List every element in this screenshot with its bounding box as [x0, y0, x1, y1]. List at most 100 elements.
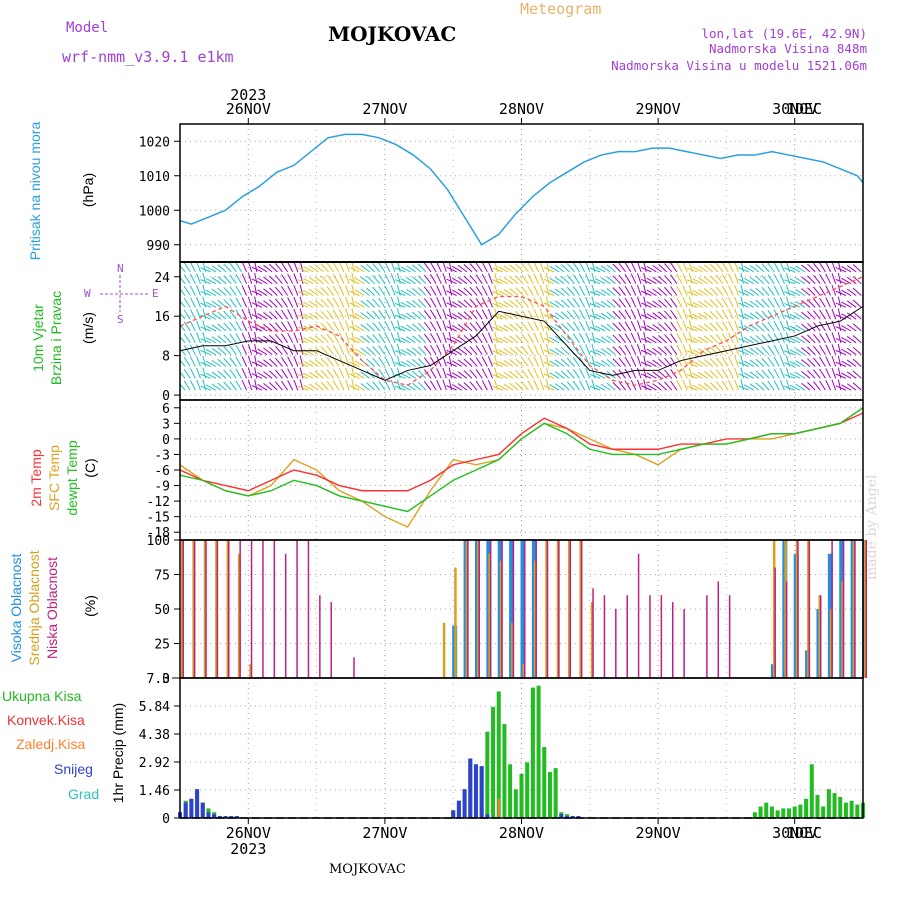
wind-barb	[767, 333, 775, 344]
wind-barb	[521, 345, 529, 355]
wind-barb	[819, 297, 826, 308]
cloud-low-bar	[728, 595, 731, 678]
wind-barb	[686, 303, 698, 308]
wind-barb	[549, 336, 560, 344]
wind-barb	[351, 308, 355, 320]
wind-barb	[417, 358, 427, 367]
wind-barb	[345, 284, 350, 296]
wind-barb	[709, 299, 719, 308]
wind-barb	[636, 332, 642, 343]
wind-barb	[263, 335, 273, 344]
wind-barb	[841, 360, 852, 367]
precip-total-bar	[815, 794, 820, 818]
y-tick-label: 24	[154, 271, 170, 286]
wind-barb	[560, 264, 570, 273]
wind-barb	[755, 358, 765, 367]
wind-barb	[211, 348, 222, 356]
wind-barb	[183, 357, 191, 367]
cloud-low-bar	[649, 595, 651, 678]
wind-barb	[351, 355, 355, 367]
wind-barb	[606, 311, 616, 320]
wind-barb	[217, 299, 227, 308]
wind-barb	[624, 380, 632, 391]
wind-barb	[738, 302, 749, 308]
wind-barb	[400, 372, 411, 379]
wind-barb	[658, 335, 667, 344]
wind-barb	[698, 336, 708, 344]
wind-barb	[446, 302, 457, 308]
wind-barb	[354, 265, 365, 273]
wind-barb	[287, 380, 294, 391]
wind-barb	[852, 299, 862, 308]
wind-barb	[543, 337, 555, 344]
wind-barb	[682, 273, 688, 284]
wind-barb	[345, 379, 350, 391]
wind-barb	[384, 285, 391, 296]
wind-barb	[630, 309, 637, 320]
wind-barb	[630, 285, 637, 296]
wind-barb	[223, 381, 232, 391]
wind-barb	[354, 372, 365, 379]
wind-barb	[515, 263, 524, 273]
wind-barb	[589, 279, 601, 285]
wind-barb	[549, 348, 560, 356]
wind-barb	[196, 320, 201, 332]
wind-barb	[442, 367, 447, 379]
cloud-low-bar	[660, 595, 663, 678]
wind-barb	[630, 262, 637, 273]
wind-barb	[767, 380, 775, 391]
wind-barb	[703, 276, 714, 285]
cloud-low-bar	[284, 553, 287, 678]
wind-barb	[721, 380, 729, 391]
wind-barb	[837, 284, 842, 296]
wind-barb	[229, 369, 237, 379]
wind-barb	[452, 265, 462, 273]
wind-barb	[539, 284, 545, 296]
wind-barb	[640, 314, 652, 320]
wind-barb	[600, 324, 611, 332]
precip-total-bar	[553, 768, 558, 818]
wind-barb	[436, 273, 442, 284]
wind-barb	[743, 384, 754, 391]
wind-barb	[442, 284, 447, 296]
wind-barb	[624, 345, 632, 355]
cloud-low-bar	[831, 540, 833, 678]
wind-barb	[589, 362, 601, 367]
cloud-low-bar	[307, 540, 310, 678]
wind-barb	[448, 320, 452, 332]
wind-barb	[841, 348, 852, 356]
wind-barb	[299, 308, 304, 320]
wind-barb	[200, 290, 211, 296]
wind-barbs	[180, 262, 862, 391]
wind-barb	[497, 337, 509, 344]
wind-barb	[263, 312, 273, 320]
wind-barb	[452, 289, 462, 296]
wind-barb	[846, 359, 857, 367]
y-tick-label: -6	[154, 464, 170, 479]
wind-barb	[743, 313, 754, 320]
wind-barb	[515, 381, 524, 391]
wind-barb	[566, 263, 575, 273]
wind-barb	[670, 286, 678, 296]
wind-barb	[229, 310, 237, 320]
wind-barb	[457, 335, 468, 344]
wind-barb	[835, 326, 847, 332]
wind-barb	[835, 278, 847, 285]
precip-total-bar	[787, 808, 792, 818]
wind-barb	[549, 265, 560, 273]
y-tick-label: 6	[162, 402, 170, 417]
wind-barb	[423, 345, 432, 355]
wind-barb	[446, 361, 457, 367]
wind-barb	[223, 287, 232, 296]
wind-barb	[664, 334, 673, 344]
wind-barb	[205, 325, 217, 332]
wind-barb	[297, 267, 309, 273]
wind-barb	[825, 285, 832, 296]
wind-barb	[664, 275, 673, 285]
wind-barb	[360, 347, 370, 356]
wind-barb	[658, 370, 667, 379]
wind-barb	[205, 349, 217, 356]
wind-barb	[308, 312, 319, 320]
wind-barb	[618, 310, 627, 320]
wind-barb	[807, 311, 816, 320]
